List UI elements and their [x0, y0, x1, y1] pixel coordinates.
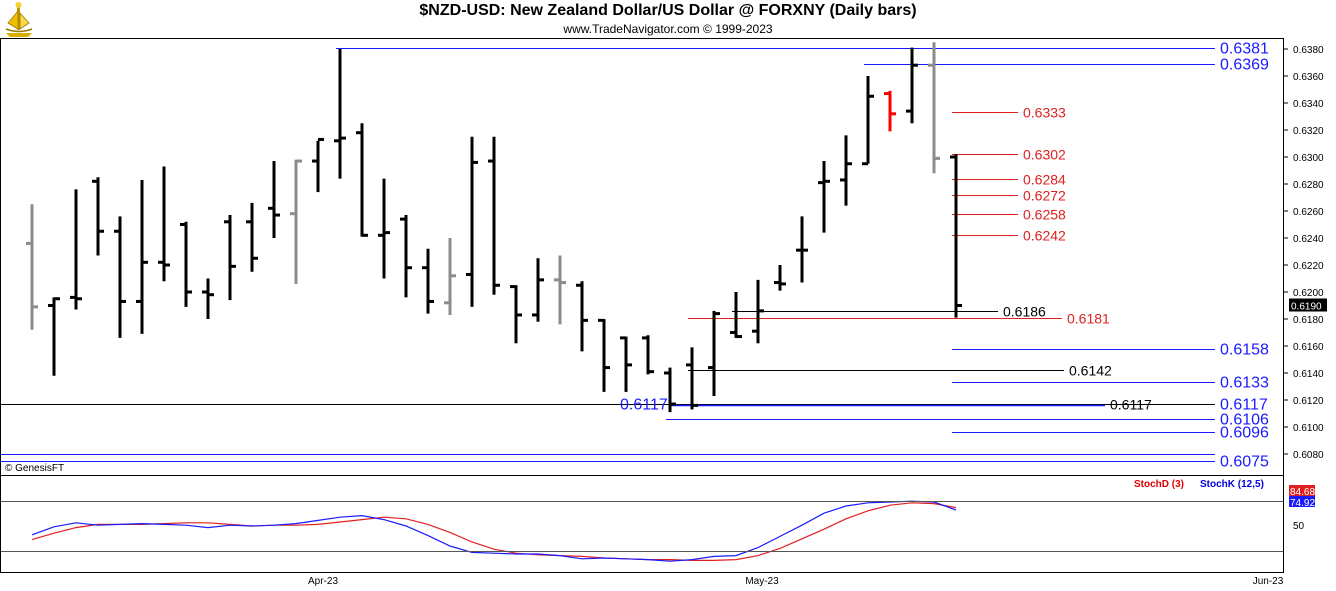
y-tick-label: 0.6100: [1293, 423, 1324, 434]
genesis-watermark: © GenesisFT: [5, 463, 64, 474]
tradenavigator-logo-icon: [5, 2, 33, 37]
stochk-value-box: [1289, 496, 1315, 507]
chart-subtitle: www.TradeNavigator.com © 1999-2023: [563, 22, 773, 36]
level-label: 0.6242: [1023, 228, 1066, 244]
y-tick-label: 0.6080: [1293, 450, 1324, 461]
x-tick-label: Apr-23: [308, 576, 338, 587]
stoch-ytick-50: 50: [1293, 521, 1305, 532]
x-tick-label: Jun-23: [1253, 576, 1284, 587]
y-tick-label: 0.6220: [1293, 261, 1324, 272]
level-label: 0.6186: [1003, 304, 1046, 320]
y-tick-label: 0.6300: [1293, 153, 1324, 164]
level-label: 0.6075: [1220, 454, 1269, 471]
stochk-line: [31, 500, 957, 562]
level-label: 0.6284: [1023, 172, 1066, 188]
y-tick-label: 0.6120: [1293, 396, 1324, 407]
x-tick-label: May-23: [745, 576, 779, 587]
y-tick-label: 0.6200: [1293, 288, 1324, 299]
chart-title: $NZD-USD: New Zealand Dollar/US Dollar @…: [419, 2, 917, 19]
level-label: 0.6369: [1220, 57, 1269, 74]
y-tick-label: 0.6140: [1293, 369, 1324, 380]
last-price-label: 0.6190: [1291, 302, 1322, 313]
stochd-value-label: 84.68: [1290, 487, 1315, 498]
level-label: 0.6181: [1067, 311, 1110, 327]
level-label: 0.6117: [620, 397, 668, 414]
y-tick-label: 0.6320: [1293, 126, 1324, 137]
level-label: 0.6117: [1110, 397, 1152, 413]
chart-header: $NZD-USD: New Zealand Dollar/US Dollar @…: [0, 0, 1336, 40]
y-tick-label: 0.6260: [1293, 207, 1324, 218]
legend-stochk: StochK (12,5): [1200, 479, 1264, 490]
legend-stochd: StochD (3): [1134, 479, 1184, 490]
y-tick-label: 0.6240: [1293, 234, 1324, 245]
last-price-box: [1289, 298, 1327, 312]
y-tick-label: 0.6340: [1293, 99, 1324, 110]
stochk-value-label: 74.92: [1290, 498, 1315, 509]
level-label: 0.6096: [1220, 425, 1269, 442]
level-label: 0.6333: [1023, 105, 1066, 121]
y-tick-label: 0.6380: [1293, 45, 1324, 56]
y-tick-label: 0.6180: [1293, 315, 1324, 326]
level-label: 0.6258: [1023, 207, 1066, 223]
stochd-line: [31, 502, 957, 562]
level-label: 0.6133: [1220, 375, 1269, 392]
level-label: 0.6142: [1069, 363, 1112, 379]
y-tick-label: 0.6160: [1293, 342, 1324, 353]
level-label: 0.6381: [1220, 41, 1269, 58]
level-label: 0.6272: [1023, 188, 1066, 204]
level-label: 0.6302: [1023, 147, 1066, 163]
stoch-pane-frame: [0, 475, 1284, 573]
y-tick-label: 0.6360: [1293, 72, 1324, 83]
y-tick-label: 0.6280: [1293, 180, 1324, 191]
level-label: 0.6158: [1220, 342, 1269, 359]
level-label: 0.6117: [1220, 397, 1268, 414]
level-label: 0.6106: [1220, 412, 1269, 429]
stochd-value-box: [1289, 485, 1315, 496]
